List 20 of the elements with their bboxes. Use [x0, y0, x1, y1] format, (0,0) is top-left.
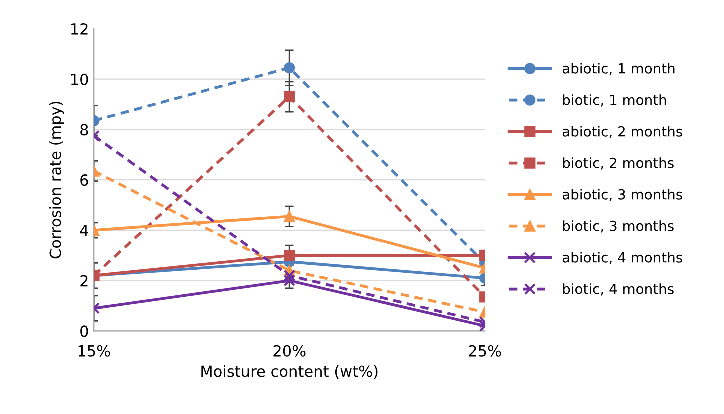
y-tick-label: 4 — [80, 225, 88, 236]
legend-label: biotic, 2 months — [563, 158, 674, 170]
y-axis-title: Corrosion rate (mpy) — [49, 102, 64, 259]
legend-label: biotic, 1 month — [563, 94, 666, 107]
legend-label: biotic, 4 months — [563, 284, 674, 296]
legend-label: abiotic, 3 months — [562, 189, 682, 202]
legend-label: abiotic, 4 months — [562, 252, 682, 264]
y-tick-label: 6 — [80, 174, 88, 186]
y-tick-label: 8 — [80, 124, 88, 136]
legend-label: abiotic, 1 month — [562, 63, 675, 76]
y-tick-label: 10 — [71, 74, 88, 86]
x-tick-label: 25% — [469, 345, 502, 357]
x-tick-label: 20% — [274, 345, 306, 357]
legend-label: biotic, 3 months — [563, 220, 674, 233]
y-tick-label: 0 — [80, 326, 88, 338]
x-tick-label: 15% — [78, 345, 110, 357]
y-tick-label: 12 — [71, 23, 88, 35]
legend-label: abiotic, 2 months — [562, 126, 682, 138]
y-tick-label: 2 — [80, 275, 88, 287]
x-axis-title: Moisture content (wt%) — [202, 365, 378, 380]
